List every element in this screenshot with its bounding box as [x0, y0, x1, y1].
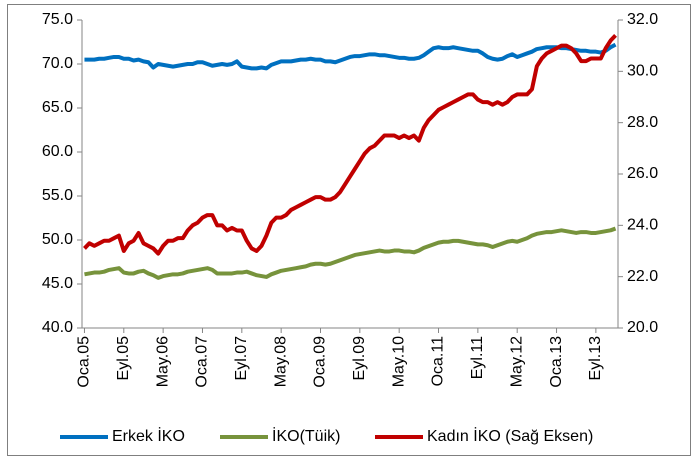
x-tick-label: Oca.11: [430, 336, 447, 387]
x-tick-label: May.08: [272, 336, 289, 387]
x-tick-label: May.10: [390, 336, 407, 387]
y2-tick-label: 30.0: [627, 63, 658, 80]
series-line: [83, 34, 617, 256]
x-tick-label: Oca.09: [312, 336, 329, 388]
y-tick-label: 50.0: [42, 231, 73, 248]
x-tick-label: Eyl.13: [587, 336, 604, 381]
x-tick-label: Eyl.05: [115, 336, 132, 381]
y-tick-label: 55.0: [42, 187, 73, 204]
x-tick-label: Oca.05: [76, 336, 93, 388]
y-tick-label: 60.0: [42, 143, 73, 160]
y-tick-label: 40.0: [42, 319, 73, 336]
y-tick-label: 70.0: [42, 55, 73, 72]
series-line: [84, 42, 617, 71]
chart-frame: [7, 4, 691, 456]
x-tick-label: May.12: [508, 336, 525, 387]
y-tick-label: 65.0: [42, 99, 73, 116]
y-tick-label: 45.0: [42, 275, 73, 292]
y2-tick-label: 22.0: [627, 268, 658, 285]
x-tick-label: Eyl.07: [233, 336, 250, 381]
legend-label: İKO(Tüik): [272, 426, 340, 445]
series-line: [84, 226, 617, 280]
legend-label: Erkek İKO: [112, 426, 185, 445]
x-tick-label: Eyl.11: [469, 336, 486, 379]
x-tick-label: Eyl.09: [351, 336, 368, 381]
legend-label: Kadın İKO (Sağ Eksen): [427, 426, 593, 445]
x-tick-label: May.06: [154, 336, 171, 387]
x-tick-label: Oca.07: [194, 336, 211, 388]
y-tick-label: 75.0: [42, 11, 73, 28]
y2-tick-label: 24.0: [627, 217, 658, 234]
y2-tick-label: 20.0: [627, 319, 658, 336]
y2-tick-label: 32.0: [627, 11, 658, 28]
y2-tick-label: 28.0: [627, 114, 658, 131]
y2-tick-label: 26.0: [627, 165, 658, 182]
x-tick-label: Oca.13: [548, 336, 565, 388]
